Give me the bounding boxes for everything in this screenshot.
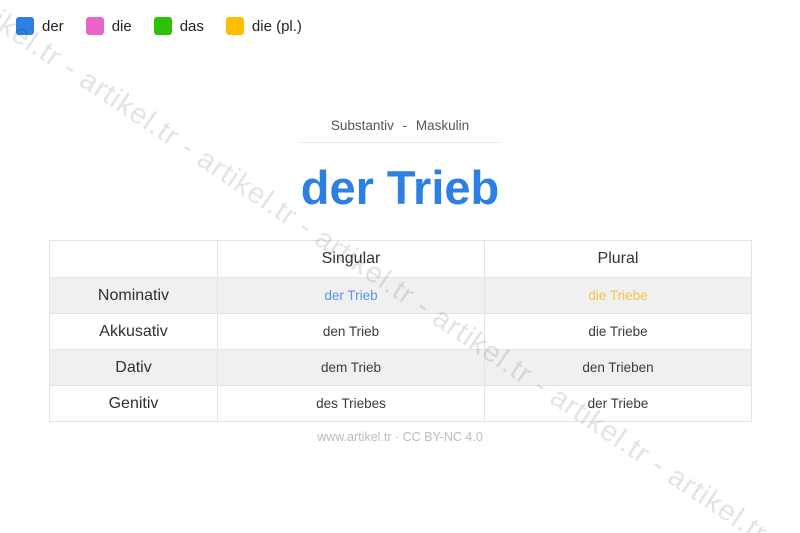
die-color-swatch (85, 17, 104, 35)
category-divider (300, 142, 500, 143)
die-plural-color-swatch (225, 17, 244, 35)
page-title: der Trieb (300, 161, 500, 214)
header-cell-singular: Singular (217, 240, 485, 278)
legend-item-der: der (16, 17, 64, 35)
header-cell-empty (49, 240, 218, 278)
legend-item-das: das (153, 17, 204, 35)
cell-dativ-singular: dem Trieb (217, 349, 485, 386)
case-label-dativ: Dativ (49, 349, 218, 386)
cell-genitiv-plural: der Triebe (484, 385, 752, 422)
legend-item-die: die (85, 17, 132, 35)
legend-label-die: die (111, 17, 132, 35)
article-color-legend: der die das die (pl.) (16, 17, 302, 35)
table-row-nominativ: Nominativ der Trieb die Triebe (49, 277, 752, 314)
legend-label-das: das (179, 17, 204, 35)
cell-akkusativ-plural: die Triebe (484, 313, 752, 350)
cell-nominativ-plural: die Triebe (484, 277, 752, 314)
legend-item-die-plural: die (pl.) (225, 17, 302, 35)
declension-table: Singular Plural Nominativ der Trieb die … (49, 240, 752, 422)
cell-akkusativ-singular: den Trieb (217, 313, 485, 350)
case-label-nominativ: Nominativ (49, 277, 218, 314)
case-label-genitiv: Genitiv (49, 385, 218, 422)
cell-dativ-plural: den Trieben (484, 349, 752, 386)
table-header-row: Singular Plural (49, 240, 752, 278)
case-label-akkusativ: Akkusativ (49, 313, 218, 350)
table-row-dativ: Dativ dem Trieb den Trieben (49, 349, 752, 386)
site-credit: www.artikel.tr · CC BY-NC 4.0 (317, 430, 483, 444)
das-color-swatch (153, 17, 172, 35)
word-category-label: Substantiv - Maskulin (330, 118, 470, 133)
table-row-genitiv: Genitiv des Triebes der Triebe (49, 385, 752, 422)
legend-label-der: der (42, 17, 64, 35)
cell-nominativ-singular: der Trieb (217, 277, 485, 314)
header-cell-plural: Plural (484, 240, 752, 278)
legend-label-die-plural: die (pl.) (251, 17, 302, 35)
der-color-swatch (16, 17, 34, 35)
cell-genitiv-singular: des Triebes (217, 385, 485, 422)
table-row-akkusativ: Akkusativ den Trieb die Triebe (49, 313, 752, 350)
